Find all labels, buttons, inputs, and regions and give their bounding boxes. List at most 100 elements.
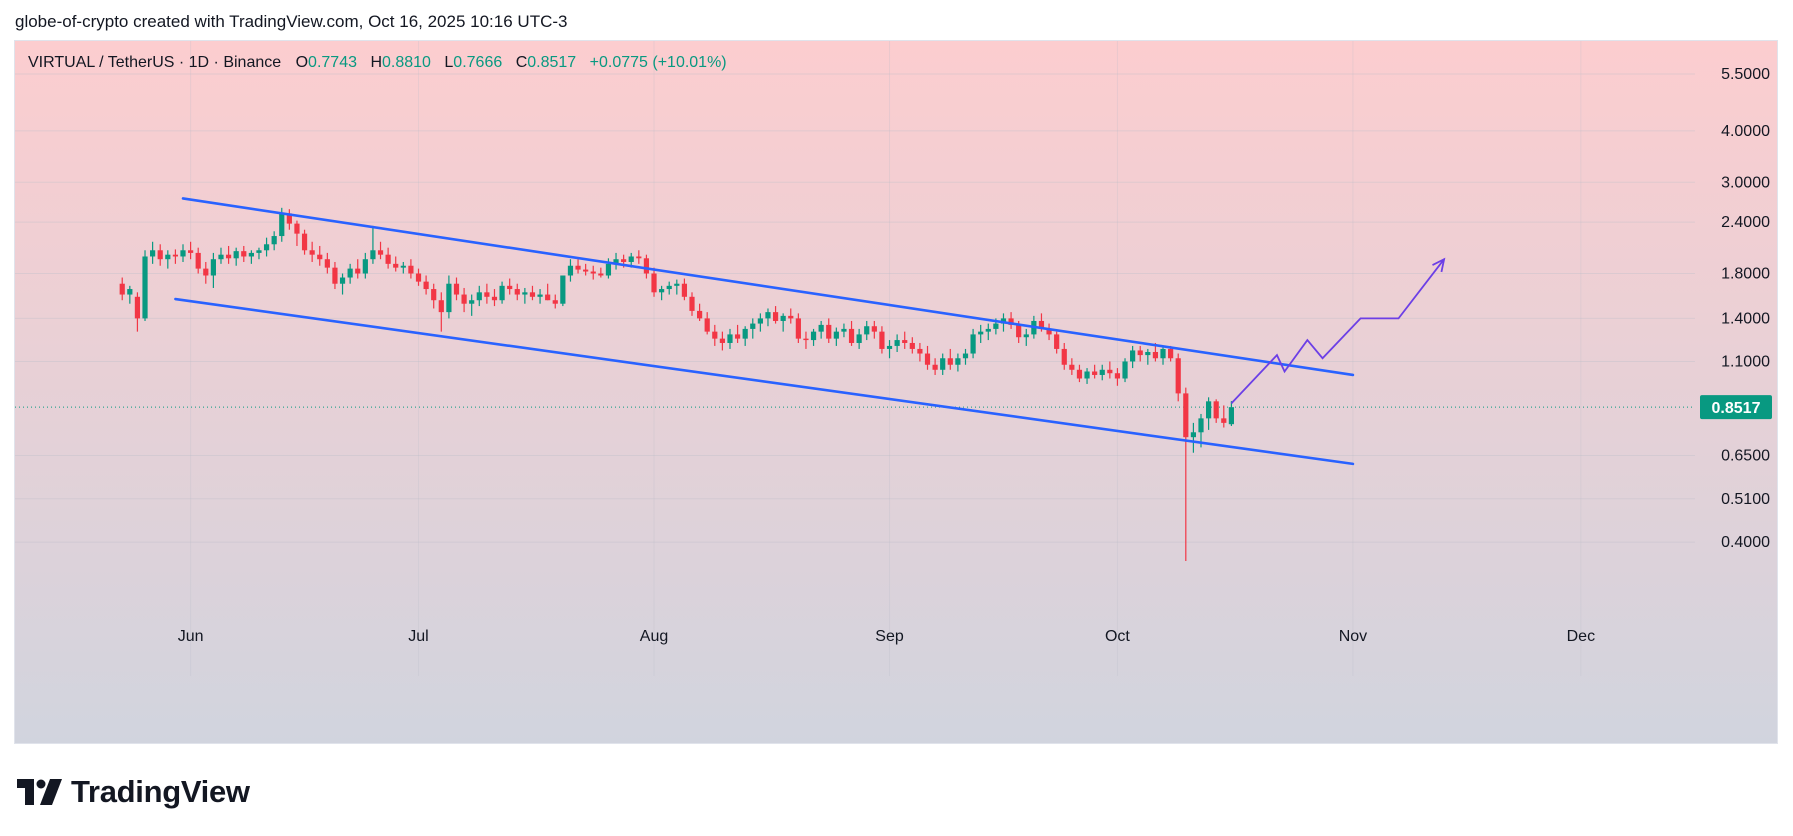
candle-body <box>856 334 862 343</box>
candle-body <box>772 312 779 321</box>
candle <box>286 209 292 230</box>
candle-body <box>1061 348 1067 365</box>
candle-body <box>1198 418 1204 433</box>
candle-body <box>415 273 422 282</box>
candle <box>856 328 862 349</box>
projection-path[interactable] <box>1230 258 1445 404</box>
candle <box>362 252 368 279</box>
candle-body <box>529 292 536 297</box>
candle <box>947 348 953 370</box>
candle <box>134 292 141 332</box>
candle <box>651 267 657 297</box>
y-tick-label: 3.0000 <box>1721 174 1770 191</box>
candle <box>734 324 741 343</box>
y-tick-label: 2.4000 <box>1721 214 1770 231</box>
candle-body <box>1160 348 1166 359</box>
candle <box>583 263 589 276</box>
candle <box>233 247 239 266</box>
price-chart[interactable]: 9.00007.00005.50004.00003.00002.40001.80… <box>15 41 1777 743</box>
candle-body <box>955 358 961 365</box>
candle <box>826 318 832 343</box>
candle-body <box>150 250 156 257</box>
candle <box>195 247 201 274</box>
candle <box>696 303 703 321</box>
ohlc-legend[interactable]: VIRTUAL / TetherUS · 1D · Binance O0.774… <box>28 54 736 72</box>
candle <box>1160 345 1166 365</box>
candle <box>659 285 665 301</box>
x-tick-label: Jun <box>178 628 204 645</box>
candle <box>803 331 809 349</box>
chart-panel[interactable]: 9.00007.00005.50004.00003.00002.40001.80… <box>14 40 1778 744</box>
low-label: L <box>444 54 454 71</box>
candle-body <box>1145 351 1151 356</box>
candle <box>271 231 277 251</box>
candle-body <box>704 318 710 332</box>
candle <box>514 283 520 301</box>
candle <box>461 287 467 313</box>
candle <box>1076 364 1083 383</box>
y-tick-label: 4.0000 <box>1721 123 1770 140</box>
trendline-channel-upper[interactable] <box>181 197 1355 377</box>
candle <box>225 245 232 264</box>
candle-body <box>355 268 361 274</box>
y-tick-label: 0.5100 <box>1721 491 1770 508</box>
low-value: 0.7666 <box>453 54 503 71</box>
candle-body <box>188 250 194 253</box>
candle-body <box>598 273 604 276</box>
candle <box>119 277 125 301</box>
candle-body <box>560 275 566 304</box>
candle-body <box>1084 371 1090 379</box>
candle <box>256 247 262 260</box>
candle <box>1023 328 1029 346</box>
candle <box>1061 342 1067 370</box>
candle <box>985 323 991 341</box>
last-price-tag: 0.8517 <box>1700 395 1772 420</box>
candle <box>172 249 179 264</box>
candle <box>894 334 900 352</box>
candle-body <box>393 263 399 268</box>
brand-name: TradingView <box>71 774 250 809</box>
symbol-title[interactable]: VIRTUAL / TetherUS · 1D · Binance <box>28 54 282 71</box>
candle-body <box>659 289 665 293</box>
candle <box>1205 397 1212 430</box>
candle-body <box>932 364 938 370</box>
x-tick-label: Aug <box>640 628 668 645</box>
candle <box>674 279 680 295</box>
trendline-channel-lower[interactable] <box>174 297 1355 466</box>
candle <box>712 324 718 346</box>
candle <box>446 275 452 319</box>
candle-body <box>248 252 254 257</box>
tradingview-logo-icon <box>17 779 62 805</box>
candle <box>1107 361 1113 379</box>
candle-body <box>628 256 634 262</box>
candle <box>909 337 915 354</box>
candle-body <box>1190 432 1197 438</box>
candle <box>833 327 839 346</box>
candle-body <box>484 292 490 297</box>
candle <box>590 265 596 280</box>
candle <box>453 277 460 301</box>
candle-body <box>1076 369 1083 379</box>
candle <box>1084 368 1090 384</box>
candle <box>795 313 801 343</box>
candle-body <box>674 283 680 286</box>
candle-body <box>1213 401 1219 419</box>
candle-body <box>271 236 277 245</box>
candle-body <box>377 250 384 255</box>
candle-body <box>993 323 999 329</box>
candle-body <box>894 340 900 346</box>
candle <box>848 320 855 346</box>
candle-body <box>127 289 133 295</box>
candle <box>180 244 186 262</box>
candle-body <box>613 259 619 264</box>
candle <box>1221 405 1227 428</box>
candle <box>317 245 323 266</box>
candle <box>598 267 604 278</box>
candle <box>522 287 528 304</box>
candle <box>1190 422 1197 453</box>
candle-body <box>1107 369 1113 374</box>
candle-body <box>605 263 612 276</box>
candle-body <box>203 268 209 276</box>
candle <box>484 283 490 304</box>
candle <box>165 250 171 269</box>
